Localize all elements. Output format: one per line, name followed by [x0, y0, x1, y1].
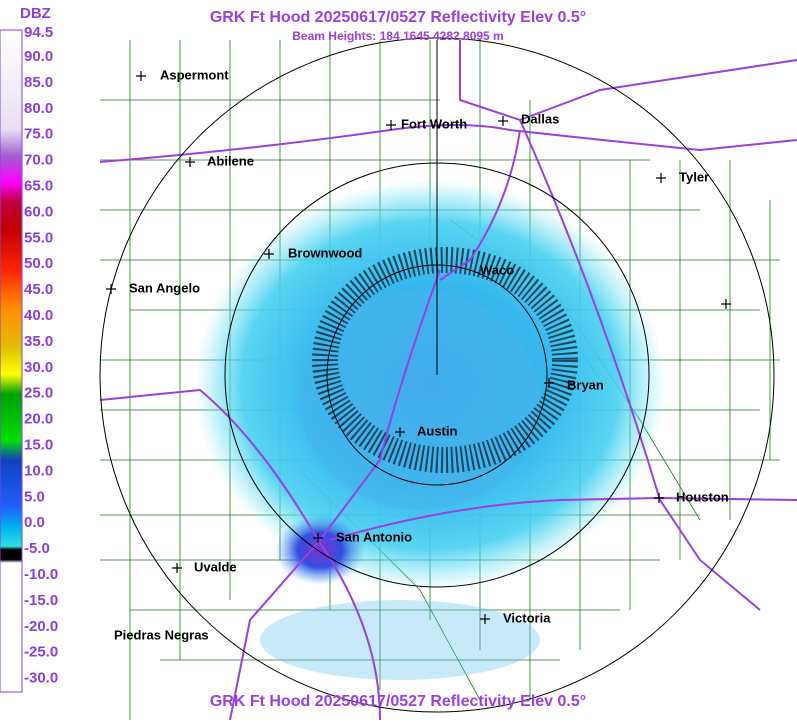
legend-label: 75.0 [24, 126, 53, 143]
legend-label: -30.0 [24, 670, 58, 687]
legend-label: 55.0 [24, 229, 53, 246]
legend-unit: DBZ [20, 5, 51, 22]
legend-label: 60.0 [24, 203, 53, 220]
color-scale [0, 29, 23, 693]
legend-label: -20.0 [24, 618, 58, 635]
legend-label: 50.0 [24, 255, 53, 272]
city-markers [106, 71, 731, 624]
city-label: Abilene [207, 153, 254, 168]
city-label: Uvalde [194, 559, 237, 574]
legend-label: 85.0 [24, 74, 53, 91]
legend-label: 40.0 [24, 307, 53, 324]
city-label: San Angelo [129, 280, 200, 295]
city-label: Victoria [503, 610, 551, 625]
city-marker [544, 378, 554, 388]
legend-label: 35.0 [24, 333, 53, 350]
city-marker [185, 157, 195, 167]
legend-label: -15.0 [24, 592, 58, 609]
city-label: Bryan [567, 377, 604, 392]
city-label: San Antonio [336, 529, 412, 544]
city-label: Fort Worth [401, 116, 467, 131]
city-marker [395, 427, 405, 437]
city-marker [654, 493, 664, 503]
city-label: Dallas [521, 111, 559, 126]
city-marker [386, 120, 396, 130]
city-label: Houston [676, 489, 729, 504]
legend-label: 70.0 [24, 152, 53, 169]
legend-label: 65.0 [24, 177, 53, 194]
city-label: Aspermont [160, 67, 229, 82]
city-label: Tyler [679, 169, 709, 184]
footer-title: GRK Ft Hood 20250617/0527 Reflectivity E… [210, 693, 586, 710]
city-label: Austin [417, 423, 458, 438]
city-label: Waco [480, 262, 514, 277]
city-marker [498, 116, 508, 126]
city-label: Piedras Negras [114, 627, 209, 642]
legend-label: 30.0 [24, 359, 53, 376]
city-marker [172, 563, 182, 573]
city-marker [106, 284, 116, 294]
radar-echoes [195, 180, 665, 680]
legend-label: -5.0 [24, 540, 50, 557]
legend-label: 10.0 [24, 462, 53, 479]
title: GRK Ft Hood 20250617/0527 Reflectivity E… [210, 9, 586, 26]
city-marker [264, 249, 274, 259]
city-marker [656, 173, 666, 183]
legend-label: 90.0 [24, 48, 53, 65]
city-label: Brownwood [288, 245, 362, 260]
city-marker [480, 614, 490, 624]
subtitle: Beam Heights: 184 1645 4282 8095 m [292, 29, 503, 43]
legend-label: -10.0 [24, 566, 58, 583]
legend-label: 0.0 [24, 514, 45, 531]
legend-label: 80.0 [24, 100, 53, 117]
legend-label: 25.0 [24, 385, 53, 402]
legend-label: -25.0 [24, 644, 58, 661]
legend-label: 15.0 [24, 436, 53, 453]
legend-label: 94.5 [24, 24, 53, 41]
range-rings [99, 37, 775, 713]
legend-label: 20.0 [24, 411, 53, 428]
legend-label: 45.0 [24, 281, 53, 298]
legend-label: 5.0 [24, 488, 45, 505]
city-marker [136, 71, 146, 81]
city-marker [313, 533, 323, 543]
